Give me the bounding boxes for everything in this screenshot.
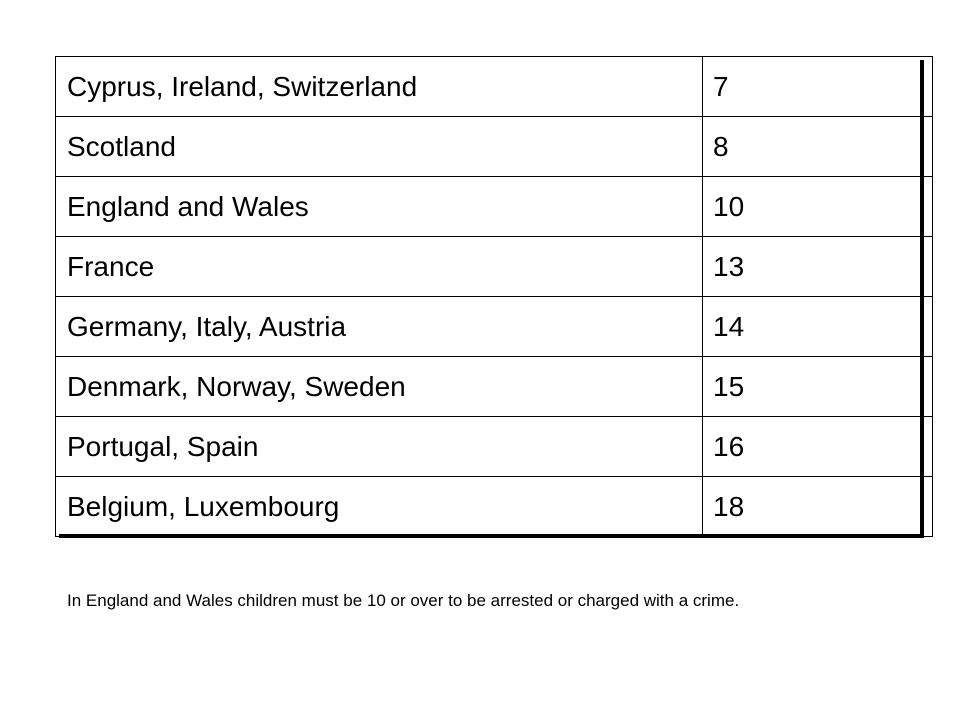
countries-cell: Belgium, Luxembourg: [55, 476, 703, 537]
table-row: England and Wales 10: [55, 176, 933, 237]
age-cell: 10: [702, 176, 933, 237]
age-cell: 16: [702, 416, 933, 477]
age-cell: 18: [702, 476, 933, 537]
countries-cell: England and Wales: [55, 176, 703, 237]
countries-cell: Portugal, Spain: [55, 416, 703, 477]
age-of-criminal-responsibility-table: Cyprus, Ireland, Switzerland 7 Scotland …: [55, 56, 933, 537]
age-cell: 14: [702, 296, 933, 357]
table-row: Germany, Italy, Austria 14: [55, 296, 933, 357]
table-row: Belgium, Luxembourg 18: [55, 476, 933, 537]
countries-cell: France: [55, 236, 703, 297]
table-row: Cyprus, Ireland, Switzerland 7: [55, 56, 933, 117]
footnote-text: In England and Wales children must be 10…: [67, 591, 740, 610]
age-cell: 13: [702, 236, 933, 297]
age-cell: 7: [702, 56, 933, 117]
countries-cell: Denmark, Norway, Sweden: [55, 356, 703, 417]
age-cell: 8: [702, 116, 933, 177]
countries-cell: Germany, Italy, Austria: [55, 296, 703, 357]
age-cell: 15: [702, 356, 933, 417]
table-row: Scotland 8: [55, 116, 933, 177]
table-row: France 13: [55, 236, 933, 297]
age-table-container: Cyprus, Ireland, Switzerland 7 Scotland …: [55, 56, 933, 537]
table-row: Portugal, Spain 16: [55, 416, 933, 477]
table-row: Denmark, Norway, Sweden 15: [55, 356, 933, 417]
countries-cell: Scotland: [55, 116, 703, 177]
countries-cell: Cyprus, Ireland, Switzerland: [55, 56, 703, 117]
